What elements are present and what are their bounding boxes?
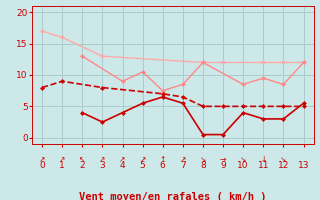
Text: ↗: ↗ <box>59 155 65 164</box>
Text: ↘: ↘ <box>240 155 246 164</box>
Text: ↗: ↗ <box>99 155 106 164</box>
Text: ↗: ↗ <box>119 155 126 164</box>
Text: ↖: ↖ <box>79 155 85 164</box>
Text: ↓: ↓ <box>260 155 267 164</box>
Text: ↗: ↗ <box>180 155 186 164</box>
Text: ↘: ↘ <box>200 155 206 164</box>
Text: ↘: ↘ <box>280 155 287 164</box>
X-axis label: Vent moyen/en rafales ( km/h ): Vent moyen/en rafales ( km/h ) <box>79 192 267 200</box>
Text: →: → <box>220 155 226 164</box>
Text: ↑: ↑ <box>160 155 166 164</box>
Text: ↗: ↗ <box>140 155 146 164</box>
Text: ↗: ↗ <box>39 155 45 164</box>
